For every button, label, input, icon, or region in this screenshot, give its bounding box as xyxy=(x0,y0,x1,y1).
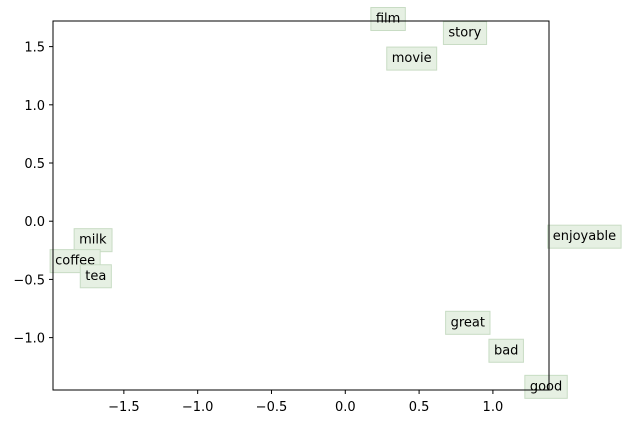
word-label: enjoyable xyxy=(553,229,616,244)
y-tick-label: −1.0 xyxy=(13,332,45,347)
point-label-enjoyable: enjoyable xyxy=(547,224,622,249)
point-label-story: story xyxy=(442,20,488,45)
y-tick-label: 0.0 xyxy=(24,215,45,230)
word-labels: filmstorymoviemilkcoffeeteaenjoyablegrea… xyxy=(49,7,622,399)
point-label-bad: bad xyxy=(488,338,524,363)
x-tick-label: 0.0 xyxy=(335,400,356,415)
label-box xyxy=(445,310,491,335)
word-label: film xyxy=(376,12,400,27)
point-label-movie: movie xyxy=(386,46,438,71)
x-tick-label: 0.5 xyxy=(409,400,430,415)
word-label: great xyxy=(451,315,485,330)
x-tick-label: −0.5 xyxy=(256,400,288,415)
word-label: tea xyxy=(85,269,106,284)
point-label-milk: milk xyxy=(73,228,113,253)
point-label-tea: tea xyxy=(79,264,112,289)
point-label-great: great xyxy=(445,310,491,335)
label-box xyxy=(79,264,112,289)
word-label: movie xyxy=(392,51,432,66)
x-tick-label: −1.0 xyxy=(182,400,214,415)
point-label-film: film xyxy=(370,7,406,32)
label-box xyxy=(386,46,438,71)
x-axis-ticks: −1.5 −1.0 −0.5 0.0 0.5 1.0 xyxy=(108,390,503,415)
word-label: milk xyxy=(79,233,107,248)
x-tick-label: −1.5 xyxy=(108,400,140,415)
label-box xyxy=(370,7,406,32)
label-box xyxy=(547,224,622,249)
label-box xyxy=(524,374,568,399)
y-tick-label: 0.5 xyxy=(24,157,45,172)
label-box xyxy=(488,338,524,363)
y-tick-label: −0.5 xyxy=(13,273,45,288)
plot-frame xyxy=(52,20,550,391)
word-label: good xyxy=(530,379,562,394)
word-label: story xyxy=(448,25,481,40)
word-label: bad xyxy=(494,343,518,358)
y-tick-label: 1.5 xyxy=(24,41,45,56)
y-axis-ticks: 1.5 1.0 0.5 0.0 −0.5 −1.0 xyxy=(13,41,53,347)
point-label-good: good xyxy=(524,374,568,399)
x-tick-label: 1.0 xyxy=(483,400,504,415)
y-tick-label: 1.0 xyxy=(24,99,45,114)
